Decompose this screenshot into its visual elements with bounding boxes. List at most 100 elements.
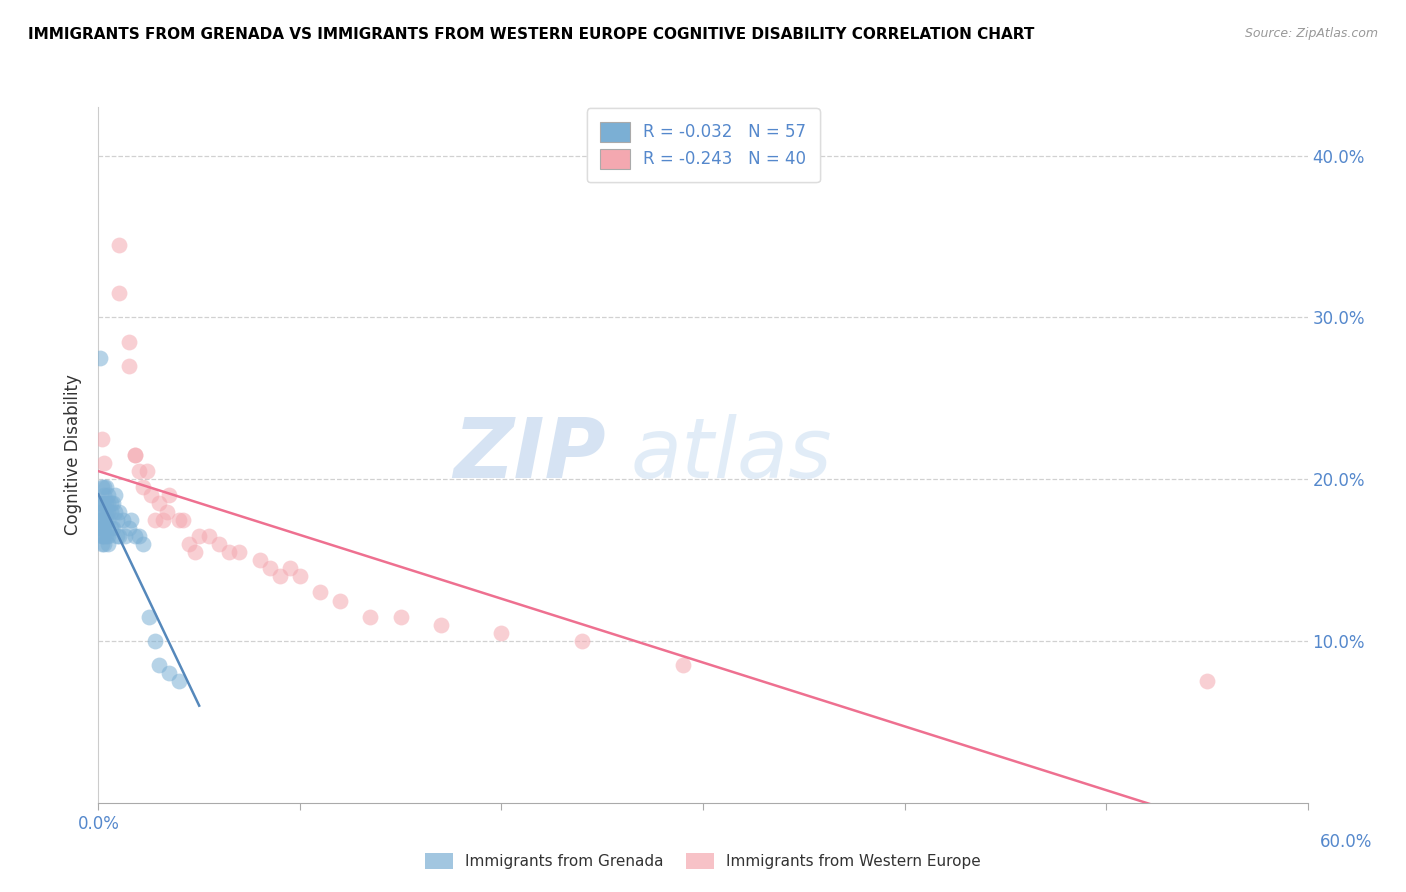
Point [208, 537, 231, 551]
Point [100, 496, 122, 510]
Point [93, 496, 115, 510]
Point [89, 504, 111, 518]
Y-axis label: Cognitive Disability: Cognitive Disability [65, 375, 83, 535]
Point [107, 504, 129, 518]
Point [118, 359, 141, 373]
Point [124, 529, 146, 543]
Point [93, 504, 115, 518]
Point [249, 553, 271, 567]
Point [132, 537, 155, 551]
Text: atlas: atlas [630, 415, 832, 495]
Point [167, 513, 190, 527]
Point [139, 488, 162, 502]
Point [132, 480, 155, 494]
Point [100, 504, 122, 518]
Point [124, 448, 146, 462]
Point [97, 529, 120, 543]
Point [101, 521, 124, 535]
Point [309, 585, 332, 599]
Point [124, 448, 146, 462]
Point [135, 464, 157, 478]
Point [93, 480, 115, 494]
Point [107, 529, 129, 543]
Point [101, 496, 124, 510]
Point [100, 521, 122, 535]
Point [91, 521, 114, 535]
Point [198, 529, 221, 543]
Point [430, 617, 453, 632]
Point [97, 488, 120, 502]
Point [672, 658, 695, 673]
Point [107, 237, 129, 252]
Point [97, 513, 120, 527]
Point [89, 351, 111, 365]
Point [96, 529, 118, 543]
Point [167, 674, 190, 689]
Point [91, 513, 114, 527]
Point [97, 504, 120, 518]
Point [329, 593, 352, 607]
Point [278, 561, 301, 575]
Text: Source: ZipAtlas.com: Source: ZipAtlas.com [1244, 27, 1378, 40]
Point [103, 504, 125, 518]
Point [152, 513, 174, 527]
Point [491, 626, 513, 640]
Point [218, 545, 240, 559]
Point [93, 513, 115, 527]
Point [156, 504, 179, 518]
Point [157, 488, 180, 502]
Point [188, 529, 211, 543]
Point [179, 537, 201, 551]
Point [143, 634, 166, 648]
Point [157, 666, 180, 681]
Point [571, 634, 593, 648]
Point [91, 529, 114, 543]
Point [89, 496, 111, 510]
Point [103, 488, 125, 502]
Legend: R = -0.032   N = 57, R = -0.243   N = 40: R = -0.032 N = 57, R = -0.243 N = 40 [586, 109, 820, 183]
Point [97, 496, 120, 510]
Point [89, 513, 111, 527]
Point [89, 521, 111, 535]
Point [91, 480, 114, 494]
Point [96, 480, 118, 494]
Point [111, 513, 134, 527]
Point [118, 521, 141, 535]
Point [148, 496, 170, 510]
Point [96, 496, 118, 510]
Point [93, 456, 115, 470]
Text: IMMIGRANTS FROM GRENADA VS IMMIGRANTS FROM WESTERN EUROPE COGNITIVE DISABILITY C: IMMIGRANTS FROM GRENADA VS IMMIGRANTS FR… [28, 27, 1035, 42]
Point [91, 504, 114, 518]
Point [118, 334, 141, 349]
Point [91, 496, 114, 510]
Point [96, 521, 118, 535]
Point [143, 513, 166, 527]
Point [107, 286, 129, 301]
Point [172, 513, 194, 527]
Point [389, 609, 412, 624]
Point [259, 561, 281, 575]
Point [360, 609, 382, 624]
Point [148, 658, 170, 673]
Point [93, 521, 115, 535]
Point [228, 545, 250, 559]
Point [91, 513, 114, 527]
Point [184, 545, 207, 559]
Text: ZIP: ZIP [454, 415, 606, 495]
Point [138, 609, 160, 624]
Point [91, 537, 114, 551]
Point [288, 569, 311, 583]
Point [128, 529, 150, 543]
Point [1195, 674, 1218, 689]
Point [120, 513, 142, 527]
Point [96, 504, 118, 518]
Text: 60.0%: 60.0% [1320, 833, 1372, 851]
Point [93, 537, 115, 551]
Point [97, 537, 120, 551]
Point [105, 513, 128, 527]
Point [105, 529, 128, 543]
Point [128, 464, 150, 478]
Point [91, 529, 114, 543]
Point [93, 529, 115, 543]
Legend: Immigrants from Grenada, Immigrants from Western Europe: Immigrants from Grenada, Immigrants from… [419, 847, 987, 875]
